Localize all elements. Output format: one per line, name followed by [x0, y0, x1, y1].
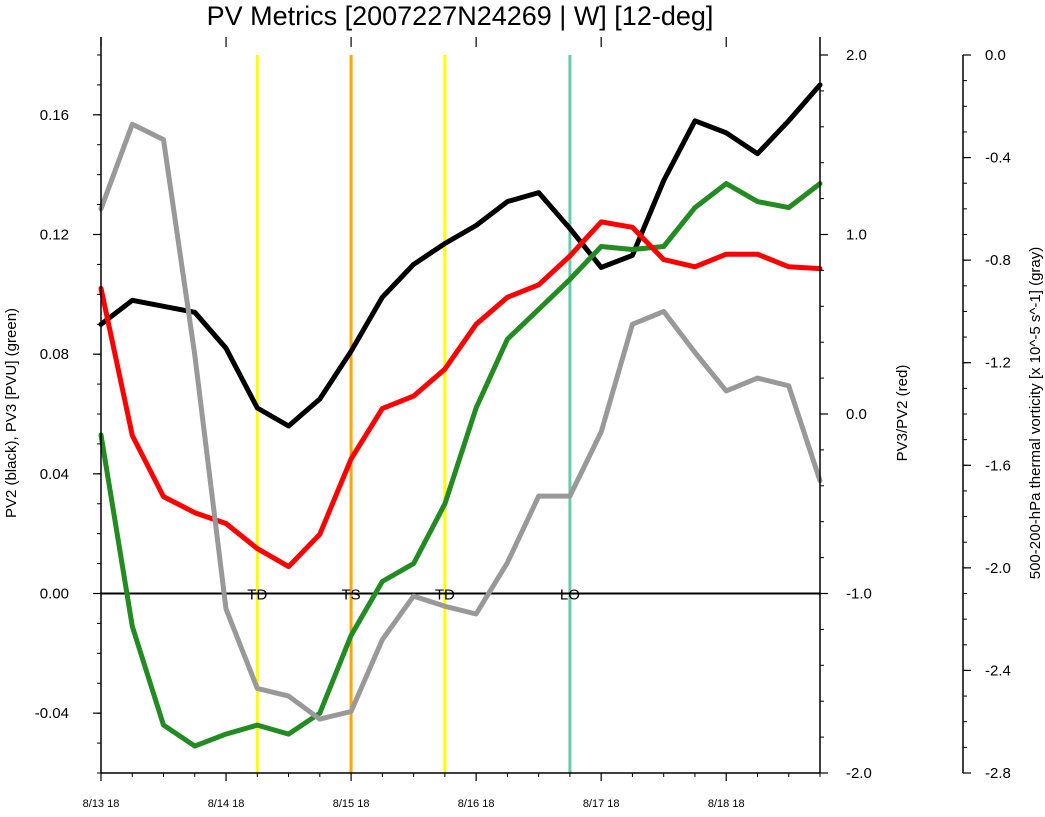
- left-tick-label-2: 0.04: [40, 466, 69, 483]
- far-right-tick-label-0: -2.8: [985, 765, 1011, 782]
- left-tick-label-1: 0.00: [40, 586, 69, 603]
- left-tick-label-4: 0.12: [40, 227, 69, 244]
- far-right-tick-label-3: -1.6: [985, 457, 1011, 474]
- chart-title: PV Metrics [2007227N24269 | W] [12-deg]: [207, 1, 714, 31]
- right-tick-label-3: 1.0: [846, 227, 867, 244]
- right-tick-label-2: 0.0: [846, 406, 867, 423]
- stage-label-ts-1: TS: [342, 587, 361, 604]
- x-tick-label-0: 8/13 18: [83, 798, 120, 810]
- far-right-tick-label-5: -0.8: [985, 252, 1011, 269]
- pv2-black-line: [98, 82, 823, 429]
- far-right-tick-label-6: -0.4: [985, 150, 1011, 167]
- stage-label-td-0: TD: [247, 587, 267, 604]
- pv3-pv2-ratio-red-line: [98, 219, 823, 570]
- right-tick-label-4: 2.0: [846, 47, 867, 64]
- x-tick-label-4: 8/17 18: [583, 798, 620, 810]
- x-tick-label-1: 8/14 18: [208, 798, 245, 810]
- x-tick-label-5: 8/18 18: [708, 798, 745, 810]
- thermal-vorticity-gray-line: [98, 121, 823, 722]
- pv3-green-line: [98, 181, 823, 749]
- stage-label-td-2: TD: [435, 587, 455, 604]
- right-axis-label: PV3/PV2 (red): [894, 365, 911, 462]
- left-axis-label: PV2 (black), PV3 [PVU] (green): [3, 308, 20, 518]
- far-right-axis-label: 500-200-hPa thermal vorticity [x 10^-5 s…: [1027, 247, 1044, 580]
- left-tick-label-0: -0.04: [35, 705, 69, 722]
- axes-layer: 8/13 18 8/14 18 8/15 18 8/16 18 8/17 18 8/18 …: [35, 37, 1011, 810]
- stage-label-layer: TD TS TD LO: [247, 587, 580, 604]
- left-tick-label-5: 0.16: [40, 107, 69, 124]
- right-tick-label-1: -1.0: [846, 586, 872, 603]
- far-right-tick-label-2: -2.0: [985, 560, 1011, 577]
- far-right-tick-label-7: 0.0: [985, 47, 1006, 64]
- far-right-tick-label-1: -2.4: [985, 662, 1011, 679]
- series-layer: [98, 82, 823, 749]
- x-tick-label-3: 8/16 18: [458, 798, 495, 810]
- stage-marker-layer: [255, 55, 572, 773]
- left-tick-label-3: 0.08: [40, 346, 69, 363]
- x-tick-label-2: 8/15 18: [333, 798, 370, 810]
- far-right-tick-label-4: -1.2: [985, 355, 1011, 372]
- right-tick-label-0: -2.0: [846, 765, 872, 782]
- stage-label-lo-3: LO: [560, 587, 580, 604]
